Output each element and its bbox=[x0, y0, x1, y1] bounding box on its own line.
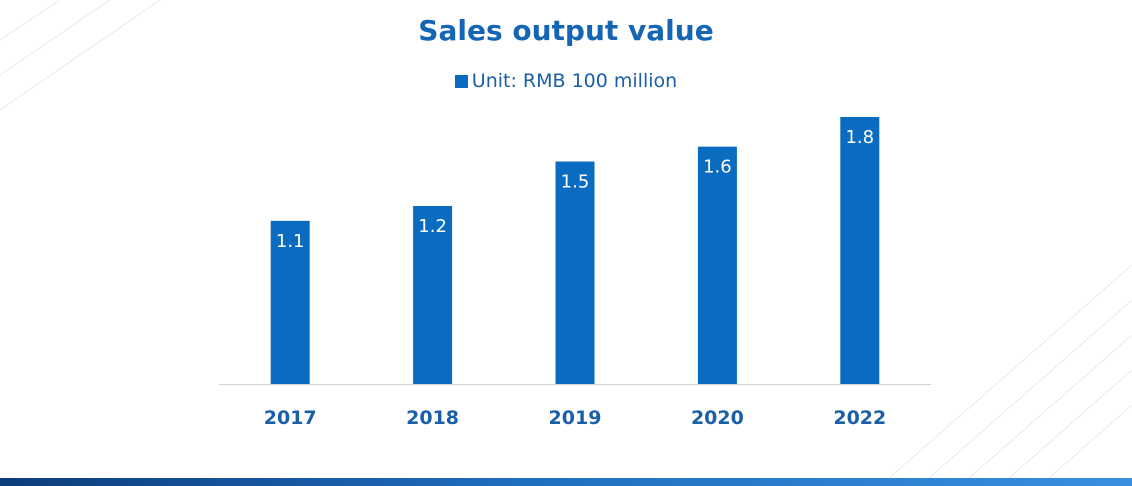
x-tick-label-2018: 2018 bbox=[406, 407, 459, 429]
data-label-2018: 1.2 bbox=[418, 216, 447, 237]
x-tick-label-2020: 2020 bbox=[691, 407, 744, 429]
data-label-2017: 1.1 bbox=[276, 231, 305, 252]
chart-title: Sales output value bbox=[418, 14, 714, 47]
data-labels-group: 1.1 1.2 1.5 1.6 1.8 bbox=[276, 127, 874, 252]
data-label-2020: 1.6 bbox=[703, 157, 732, 178]
legend: Unit: RMB 100 million bbox=[0, 70, 1132, 92]
bar-2020 bbox=[697, 146, 737, 384]
bars-group bbox=[270, 117, 880, 384]
bottom-band bbox=[0, 478, 1132, 486]
bar-2017 bbox=[270, 220, 310, 384]
bar-2022 bbox=[840, 117, 880, 384]
data-label-2019: 1.5 bbox=[561, 172, 590, 193]
x-tick-labels-group: 2017 2018 2019 2020 2022 bbox=[264, 407, 886, 429]
x-tick-label-2022: 2022 bbox=[833, 407, 886, 429]
legend-swatch bbox=[454, 75, 468, 88]
x-tick-label-2019: 2019 bbox=[549, 407, 602, 429]
legend-label: Unit: RMB 100 million bbox=[471, 70, 678, 92]
bar-2019 bbox=[555, 161, 595, 384]
x-tick-label-2017: 2017 bbox=[264, 407, 317, 429]
data-label-2022: 1.8 bbox=[845, 127, 874, 148]
bar-2018 bbox=[413, 206, 453, 384]
